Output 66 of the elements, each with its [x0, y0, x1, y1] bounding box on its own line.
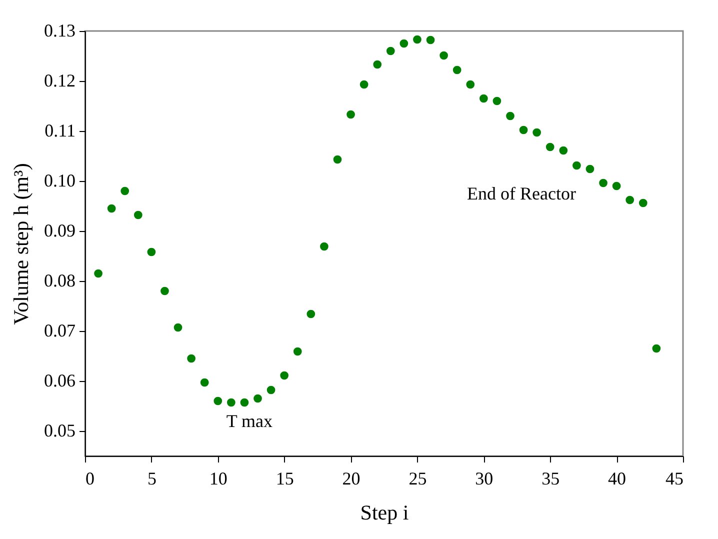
point [519, 126, 528, 134]
point [546, 142, 554, 152]
x-tick-label: 15 [276, 468, 294, 488]
y-axis-title: Volume step h (m³) [9, 163, 33, 325]
point [599, 178, 608, 188]
point [174, 323, 182, 332]
point [452, 66, 462, 74]
point [293, 347, 302, 356]
point [492, 96, 502, 106]
y-tick-label: 0.06 [44, 370, 76, 390]
point [306, 310, 316, 318]
y-tick-label: 0.10 [44, 170, 76, 190]
point [266, 386, 276, 394]
point [532, 128, 542, 137]
point [360, 80, 368, 89]
point [413, 35, 422, 44]
point [333, 155, 342, 164]
point [586, 164, 594, 174]
point [638, 198, 648, 208]
point [120, 186, 130, 196]
x-tick-label: 40 [608, 468, 626, 488]
point [134, 210, 142, 220]
point [200, 378, 209, 387]
point [506, 112, 514, 120]
point [559, 146, 568, 155]
point [479, 94, 488, 103]
y-tick-label: 0.07 [44, 320, 76, 340]
annotation: T max [226, 411, 273, 431]
point [426, 36, 435, 44]
point [466, 80, 475, 89]
x-tick-label: 5 [147, 468, 156, 488]
point [626, 196, 634, 204]
point [240, 398, 249, 407]
point [440, 51, 448, 60]
point [160, 286, 169, 296]
point [346, 110, 355, 119]
point [280, 371, 289, 380]
point [147, 248, 156, 256]
x-tick-label: 35 [542, 468, 560, 488]
y-tick-label: 0.13 [44, 20, 76, 40]
y-tick-label: 0.05 [44, 420, 76, 440]
point [320, 242, 328, 251]
point [572, 161, 581, 170]
point [214, 396, 222, 406]
y-tick-label: 0.11 [44, 120, 76, 140]
x-tick-label: 10 [209, 468, 228, 488]
point [254, 394, 262, 403]
x-tick-label: 0 [86, 468, 94, 488]
x-tick-label: 20 [342, 468, 360, 488]
point [107, 204, 116, 213]
x-axis-title: Step i [360, 500, 409, 524]
point [187, 354, 196, 363]
point [226, 398, 236, 407]
y-tick-label: 0.12 [44, 70, 76, 90]
x-tick-label: 25 [408, 468, 427, 488]
y-tick-label: 0.08 [44, 270, 76, 290]
point [612, 182, 621, 190]
point [386, 46, 395, 56]
x-tick-label: 45 [666, 468, 684, 488]
point [400, 39, 408, 48]
point [94, 269, 102, 278]
point [373, 60, 382, 69]
y-tick-label: 0.09 [44, 220, 76, 240]
annotation: End of Reactor [467, 184, 576, 204]
x-tick-label: 30 [475, 468, 494, 488]
point [652, 344, 661, 353]
